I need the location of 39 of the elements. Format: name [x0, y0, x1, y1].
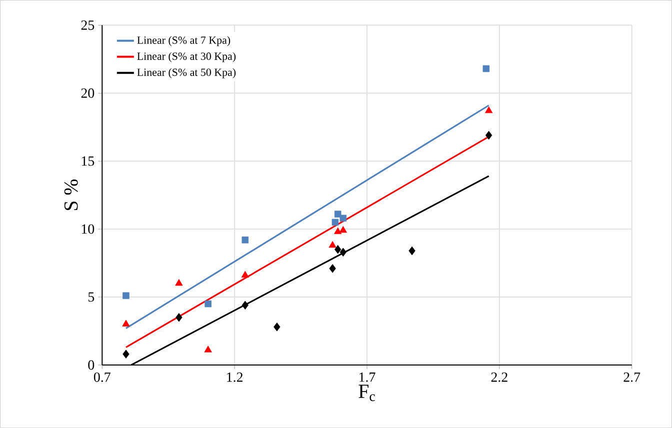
point: [485, 130, 492, 140]
point: [204, 346, 212, 352]
legend-label: Linear (S% at 30 Kpa): [137, 52, 236, 62]
point: [340, 248, 346, 256]
y-tick-label: 10: [82, 224, 94, 234]
point: [334, 245, 342, 254]
y-tick-label: 15: [82, 156, 94, 166]
point: [328, 240, 336, 248]
y-tick-label: 0: [88, 360, 94, 370]
point: [340, 214, 347, 222]
point: [332, 218, 339, 226]
point: [242, 236, 249, 244]
point: [242, 300, 248, 310]
point: [122, 320, 130, 326]
point: [274, 322, 280, 332]
point: [408, 246, 416, 256]
y-tick-label: 5: [88, 292, 94, 302]
point: [334, 227, 342, 234]
point: [122, 350, 130, 358]
x-tick-label: 0.7: [94, 372, 110, 382]
legend-label: Linear (S% at 50 Kpa): [137, 68, 236, 78]
x-tick-label: 2.7: [624, 372, 640, 382]
x-tick-label: 1.7: [359, 372, 376, 382]
y-tick-label: 20: [81, 88, 94, 98]
point: [241, 270, 249, 278]
legend-label: Linear (S% at 7 Kpa): [137, 36, 230, 46]
point: [122, 292, 130, 299]
point: [329, 264, 336, 273]
y-tick-label: 25: [81, 20, 94, 30]
x-tick-label: 1.2: [227, 372, 243, 382]
x-tick-label: 2.2: [491, 372, 508, 382]
y-axis-title: S %: [64, 179, 78, 210]
point: [339, 226, 347, 233]
point: [176, 312, 182, 322]
x-axis-title: F$_{c}$: [358, 384, 375, 402]
point: [482, 65, 490, 72]
point: [204, 300, 212, 308]
point: [175, 278, 183, 286]
point: [484, 106, 493, 114]
